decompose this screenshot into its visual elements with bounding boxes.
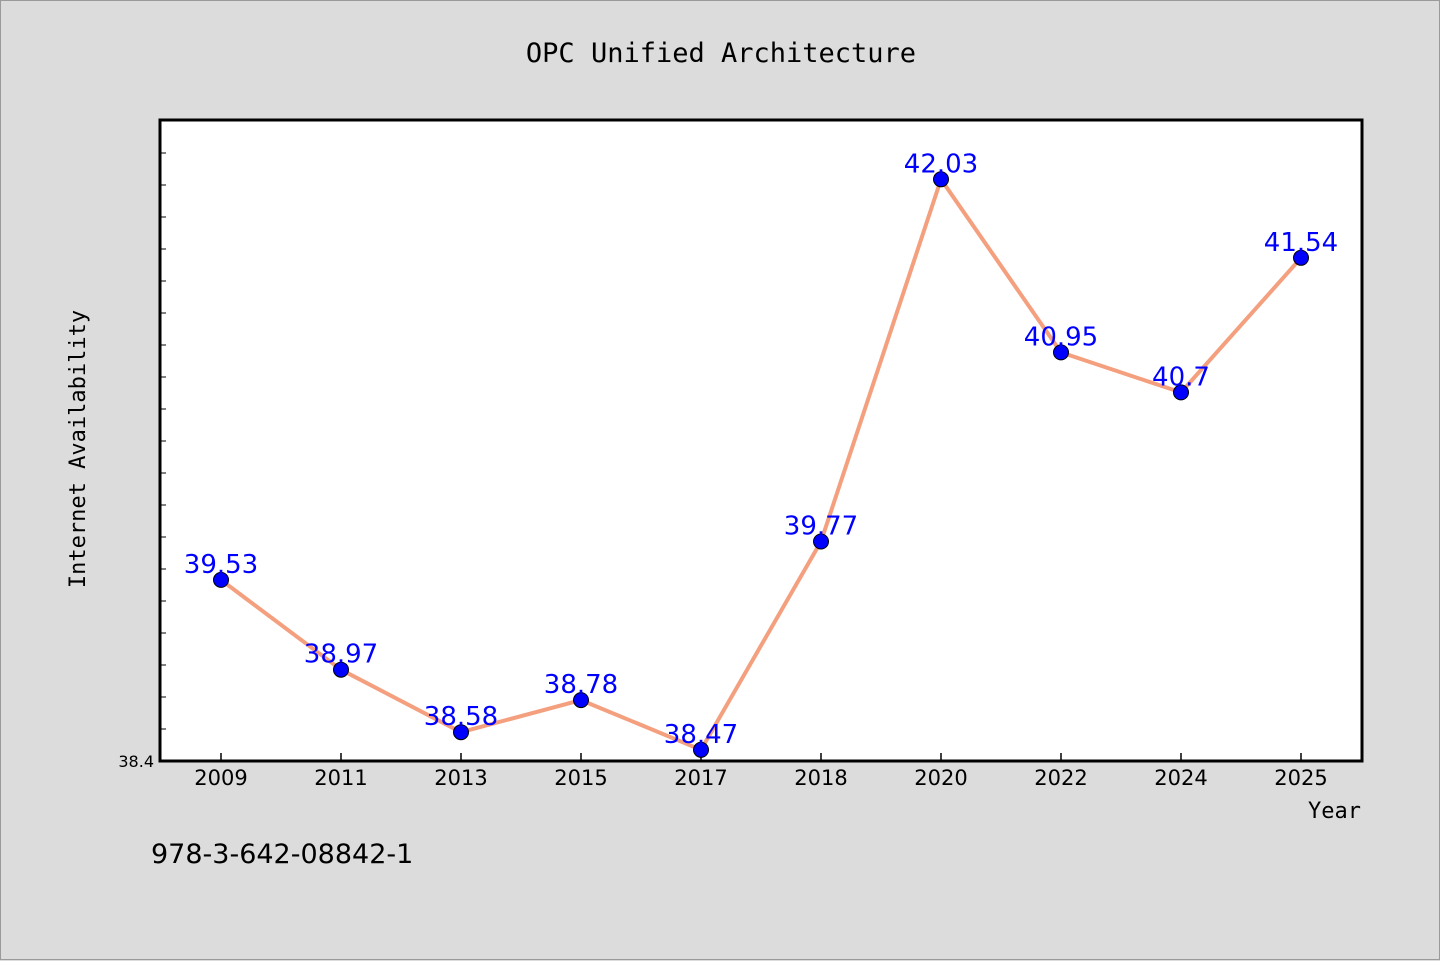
data-label: 40.7 [1152, 362, 1210, 392]
x-tick-label: 2025 [1274, 766, 1327, 790]
x-tick-label: 2017 [674, 766, 727, 790]
data-point [573, 692, 589, 709]
x-tick-label: 2011 [314, 766, 367, 790]
x-tick-label: 2018 [794, 766, 847, 790]
y-axis-label: Internet Availability [66, 310, 91, 588]
data-point [333, 661, 349, 678]
y-axis-min-label: 38.4 [118, 752, 154, 771]
y-axis-ticks [160, 120, 166, 762]
chart-title: OPC Unified Architecture [526, 38, 916, 69]
x-tick-label: 2024 [1154, 766, 1207, 790]
data-label: 38.58 [424, 702, 498, 732]
x-tick-label: 2009 [194, 766, 247, 790]
data-label: 41.54 [1264, 228, 1338, 258]
x-axis-ticks: 2009 2011 2013 2015 2017 2018 2020 2022 2024 2025 [194, 753, 1328, 790]
data-label: 38.97 [304, 640, 378, 670]
series-line [219, 177, 1303, 752]
data-point [453, 724, 469, 741]
x-tick-label: 2015 [554, 766, 607, 790]
data-label: 40.95 [1024, 322, 1098, 352]
plot-area [158, 118, 1364, 763]
data-point [213, 571, 229, 588]
data-label: 42.03 [904, 149, 978, 179]
footer-code: 978-3-642-08842-1 [151, 839, 413, 870]
data-point [1053, 344, 1069, 361]
x-tick-label: 2013 [434, 766, 487, 790]
data-point [1173, 384, 1189, 401]
series-layer: 39.53 38.97 38.58 38.78 38.47 39.77 42.03 40.95… [184, 149, 1338, 758]
data-point [1293, 249, 1309, 266]
data-label: 38.78 [544, 670, 618, 700]
data-label: 39.53 [184, 550, 258, 580]
data-point [933, 171, 949, 188]
data-label: 39.77 [784, 512, 858, 542]
data-label: 38.47 [664, 720, 738, 750]
x-axis-label: Year [1308, 799, 1361, 824]
x-tick-label: 2020 [914, 766, 967, 790]
data-point [693, 741, 709, 758]
data-point [813, 533, 829, 550]
x-tick-label: 2022 [1034, 766, 1087, 790]
